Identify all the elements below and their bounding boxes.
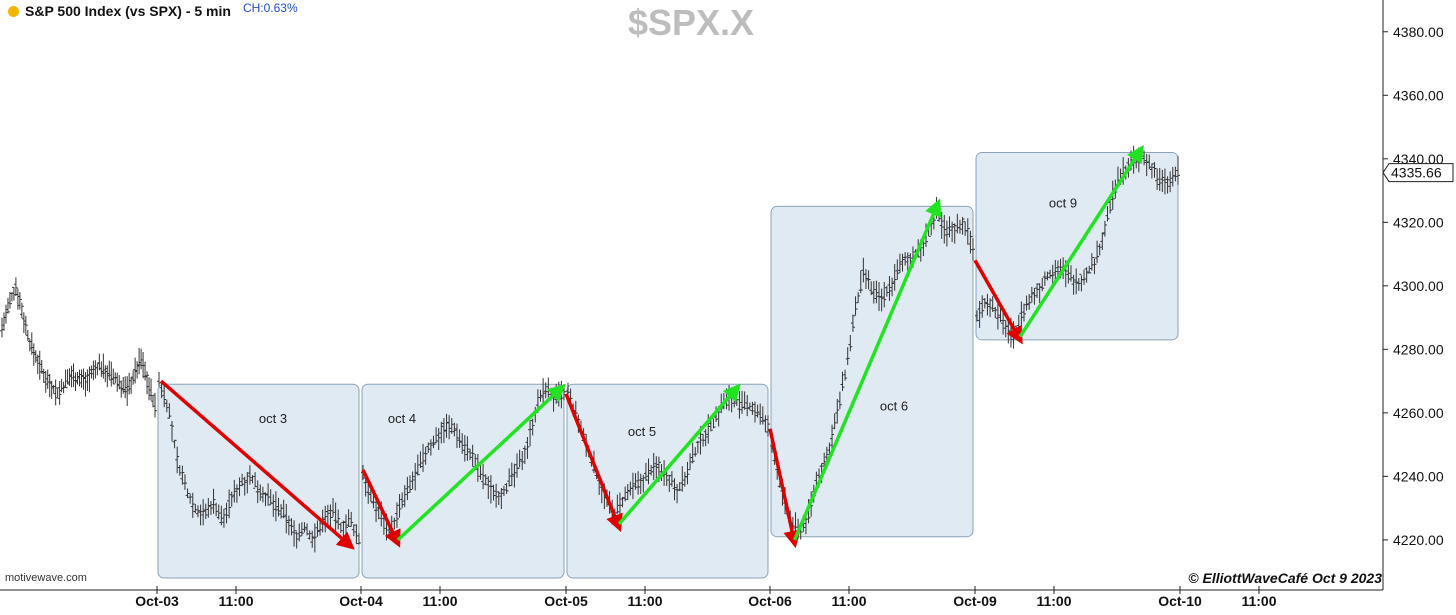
y-tick-label: 4300.00 bbox=[1393, 278, 1444, 294]
status-dot-icon bbox=[8, 5, 19, 17]
up-trend-arrow bbox=[396, 383, 566, 542]
y-tick-label: 4340.00 bbox=[1393, 151, 1444, 167]
day-box-3 bbox=[566, 383, 769, 579]
down-trend-arrow bbox=[564, 393, 623, 533]
day-box-label: oct 4 bbox=[388, 411, 416, 426]
change-label: CH:0.63% bbox=[242, 1, 298, 15]
y-tick-label: 4380.00 bbox=[1393, 24, 1444, 40]
down-trend-arrow bbox=[973, 259, 1023, 345]
y-tick-label: 4320.00 bbox=[1393, 214, 1444, 230]
down-trend-arrow bbox=[159, 379, 355, 550]
last-price-label: 4335.66 bbox=[1391, 165, 1442, 181]
y-tick-label: 4220.00 bbox=[1393, 532, 1444, 548]
x-tick-label: 11:00 bbox=[831, 593, 866, 609]
up-trend-arrow bbox=[617, 383, 741, 526]
x-tick-label: Oct-06 bbox=[748, 593, 792, 609]
last-price-tag bbox=[1382, 163, 1454, 183]
x-tick-label: Oct-10 bbox=[1158, 593, 1202, 609]
y-tick-label: 4260.00 bbox=[1393, 405, 1444, 421]
day-box-1 bbox=[157, 383, 360, 579]
x-tick-label: Oct-03 bbox=[135, 593, 179, 609]
x-tick-label: 11:00 bbox=[218, 593, 253, 609]
x-tick-label: 11:00 bbox=[627, 593, 662, 609]
x-tick-label: Oct-09 bbox=[953, 593, 997, 609]
up-trend-arrow bbox=[792, 198, 942, 541]
x-tick-label: 11:00 bbox=[1241, 593, 1276, 609]
y-tick-label: 4240.00 bbox=[1393, 468, 1444, 484]
chart-header: S&P 500 Index (vs SPX) - 5 min CH:0.63% bbox=[8, 1, 298, 19]
site-watermark: motivewave.com bbox=[5, 572, 87, 584]
y-tick-label: 4360.00 bbox=[1393, 87, 1444, 103]
day-box-label: oct 3 bbox=[259, 411, 287, 426]
x-tick-label: 11:00 bbox=[422, 593, 457, 609]
up-trend-arrow bbox=[1018, 144, 1144, 338]
x-tick-label: Oct-05 bbox=[544, 593, 588, 609]
down-trend-arrow bbox=[768, 428, 801, 549]
x-tick-label: 11:00 bbox=[1036, 593, 1071, 609]
day-box-4 bbox=[770, 205, 974, 538]
copyright-note: © ElliottWaveCafé Oct 9 2023 bbox=[1188, 570, 1382, 586]
chart-title: S&P 500 Index (vs SPX) - 5 min bbox=[25, 3, 231, 19]
day-box-label: oct 6 bbox=[880, 399, 908, 414]
symbol-watermark: $SPX.X bbox=[627, 2, 755, 43]
x-tick-label: Oct-04 bbox=[339, 593, 383, 609]
down-trend-arrow bbox=[361, 469, 401, 548]
y-tick-label: 4280.00 bbox=[1393, 341, 1444, 357]
day-box-label: oct 5 bbox=[628, 424, 656, 439]
day-box-label: oct 9 bbox=[1049, 195, 1077, 210]
